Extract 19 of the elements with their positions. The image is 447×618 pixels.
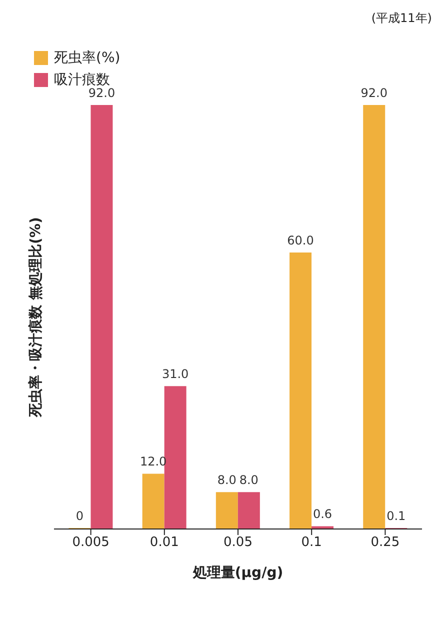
data-label: 8.0 <box>217 473 236 488</box>
y-axis-title: 死虫率・吸汁痕数 無処理比(%) <box>26 217 44 418</box>
x-tick-label: 0.01 <box>150 535 179 550</box>
x-tick-label: 0.005 <box>72 535 110 550</box>
x-tick-label: 0.25 <box>370 535 400 550</box>
x-tick-label: 0.05 <box>224 535 252 550</box>
legend-label: 吸汁痕数 <box>54 71 110 88</box>
data-label: 92.0 <box>88 86 116 100</box>
x-tick-label: 0.1 <box>301 535 322 550</box>
data-label: 0.1 <box>386 509 406 523</box>
data-label: 31.0 <box>162 367 189 382</box>
legend-label: 死虫率(%) <box>54 49 120 67</box>
text: (平成11年) <box>370 10 433 27</box>
data-label: 0.6 <box>312 507 332 522</box>
data-label: 92.0 <box>360 86 388 100</box>
data-label: 0 <box>76 509 84 523</box>
data-label: 60.0 <box>287 233 314 248</box>
x-axis-title: 処理量(μg/g) <box>192 565 284 581</box>
data-label: 8.0 <box>239 473 258 488</box>
